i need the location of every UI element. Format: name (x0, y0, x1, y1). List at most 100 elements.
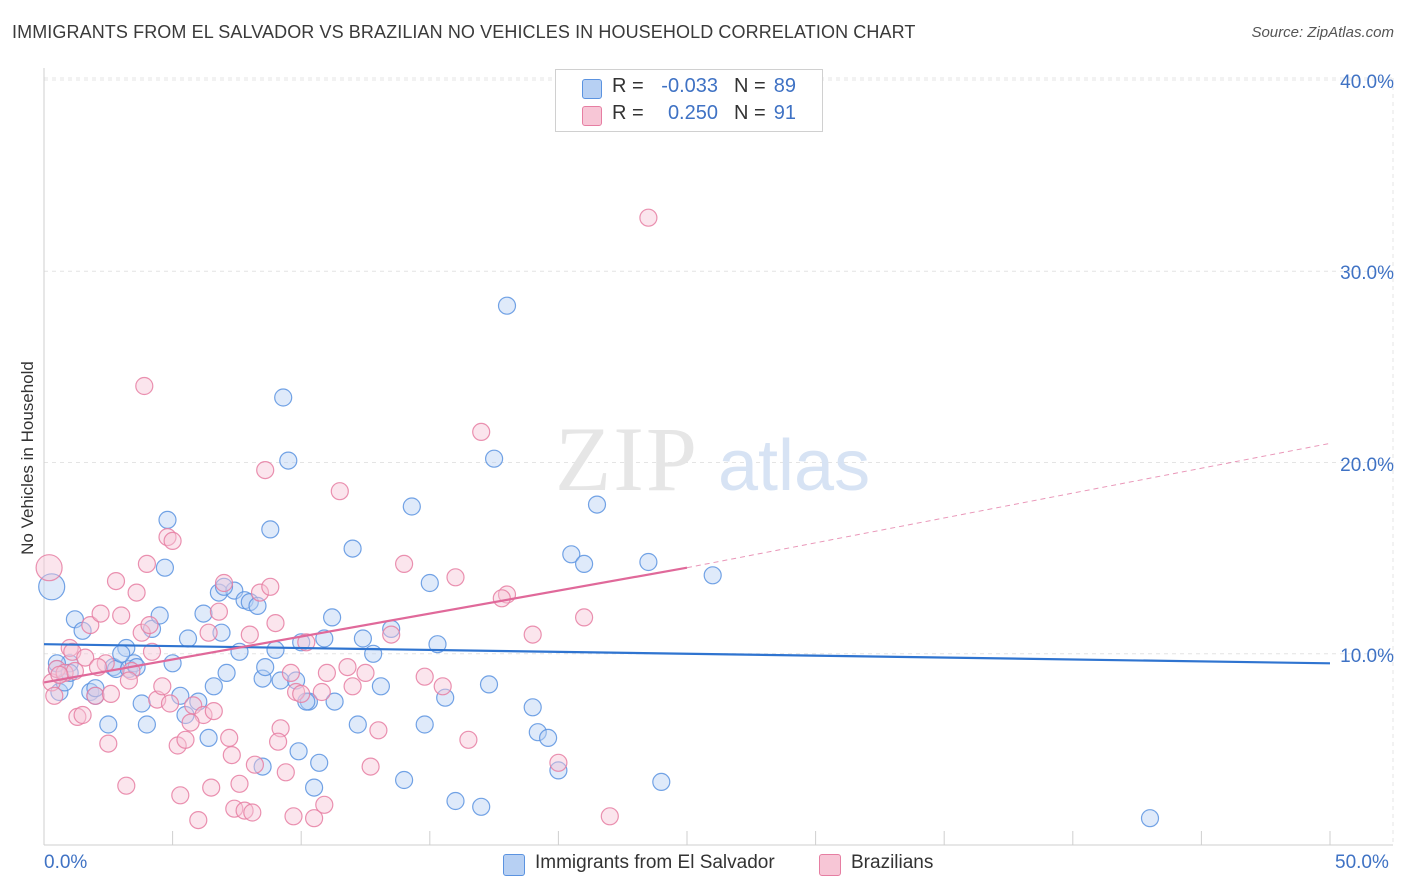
legend-n-value: 91 (773, 102, 796, 124)
data-point (42, 673, 61, 692)
data-point (479, 675, 499, 694)
data-point (587, 495, 607, 514)
legend-row-brazilians: R = 0.250 N = 91 (556, 102, 822, 128)
data-point (142, 642, 162, 661)
data-point (428, 635, 447, 654)
data-point (171, 686, 190, 705)
data-point (137, 554, 156, 574)
data-point (1140, 809, 1160, 828)
data-point (47, 654, 67, 673)
data-point (343, 677, 362, 696)
data-point (436, 688, 455, 707)
data-point (433, 677, 452, 696)
data-point (45, 686, 64, 705)
data-point (140, 615, 159, 635)
data-point (330, 482, 349, 501)
data-point (523, 698, 542, 717)
data-point (639, 552, 658, 572)
data-point (256, 461, 275, 480)
data-point (194, 604, 213, 623)
legend-n-value: 89 (773, 75, 796, 97)
data-point (600, 807, 619, 826)
legend-r-value: 0.250 (667, 102, 718, 124)
legend-r-label: R = (612, 75, 644, 97)
data-point (153, 677, 172, 696)
data-point (472, 422, 491, 441)
data-point (266, 640, 285, 660)
data-point (189, 810, 208, 830)
data-point (214, 573, 234, 593)
data-point (305, 778, 324, 797)
trend-line-el-salvador (43, 643, 1331, 665)
trend-line-brazilians-extrapolated (686, 442, 1331, 569)
data-point (199, 623, 218, 642)
data-point (271, 719, 290, 738)
data-point (209, 602, 228, 621)
data-point (256, 657, 275, 677)
data-point (199, 728, 218, 748)
data-point (274, 388, 293, 407)
data-point (132, 623, 151, 642)
legend-swatch-pink (582, 106, 602, 126)
data-point (214, 577, 234, 596)
legend-n-label: N = (734, 102, 766, 124)
data-point (202, 778, 221, 797)
data-point (248, 596, 267, 616)
data-point (117, 776, 136, 795)
data-point (117, 638, 136, 658)
data-point (76, 648, 95, 667)
data-point (652, 772, 671, 792)
data-point (73, 705, 92, 725)
data-point (415, 667, 434, 686)
data-point (230, 774, 249, 793)
data-point (217, 663, 236, 683)
data-point (562, 545, 581, 564)
data-point (459, 730, 478, 749)
data-point (323, 608, 342, 627)
data-point (279, 451, 298, 470)
watermark-zip: ZIP (555, 408, 699, 510)
data-point (356, 663, 375, 683)
y-tick-label: 20.0% (1340, 454, 1394, 476)
data-point (343, 539, 362, 558)
data-point (361, 757, 380, 776)
watermark-atlas: atlas (718, 426, 870, 506)
bottom-legend-label: Brazilians (851, 852, 934, 873)
legend-r-value: -0.033 (661, 75, 718, 97)
data-point (132, 694, 151, 713)
data-point (81, 615, 100, 635)
data-point (574, 608, 594, 627)
x-tick-label-max: 50.0% (1335, 852, 1389, 873)
data-point (160, 694, 180, 713)
source-label: Source: ZipAtlas.com (1251, 24, 1394, 41)
data-point (703, 566, 722, 585)
data-point (220, 728, 239, 748)
data-point (209, 583, 228, 602)
data-point (163, 531, 182, 551)
data-point (549, 753, 568, 772)
bottom-legend-swatch-pink (819, 854, 841, 876)
data-point (250, 583, 270, 602)
data-point (99, 715, 118, 734)
data-point (261, 520, 280, 539)
data-point (35, 554, 63, 582)
data-point (446, 568, 465, 587)
data-point (137, 715, 156, 734)
data-point (176, 730, 195, 749)
legend-n-label: N = (734, 75, 766, 97)
data-point (266, 613, 285, 633)
series-brazilians-points (35, 208, 658, 830)
data-point (305, 809, 324, 828)
data-point (222, 745, 241, 765)
data-point (485, 449, 504, 468)
chart-title: IMMIGRANTS FROM EL SALVADOR VS BRAZILIAN… (12, 22, 916, 42)
data-point (310, 753, 329, 772)
trend-line-brazilians (43, 566, 688, 684)
data-point (101, 684, 121, 704)
data-point (91, 604, 110, 623)
data-point (371, 677, 390, 696)
data-point (639, 208, 658, 227)
bottom-legend-swatch-blue (503, 854, 525, 876)
data-point (245, 755, 264, 774)
